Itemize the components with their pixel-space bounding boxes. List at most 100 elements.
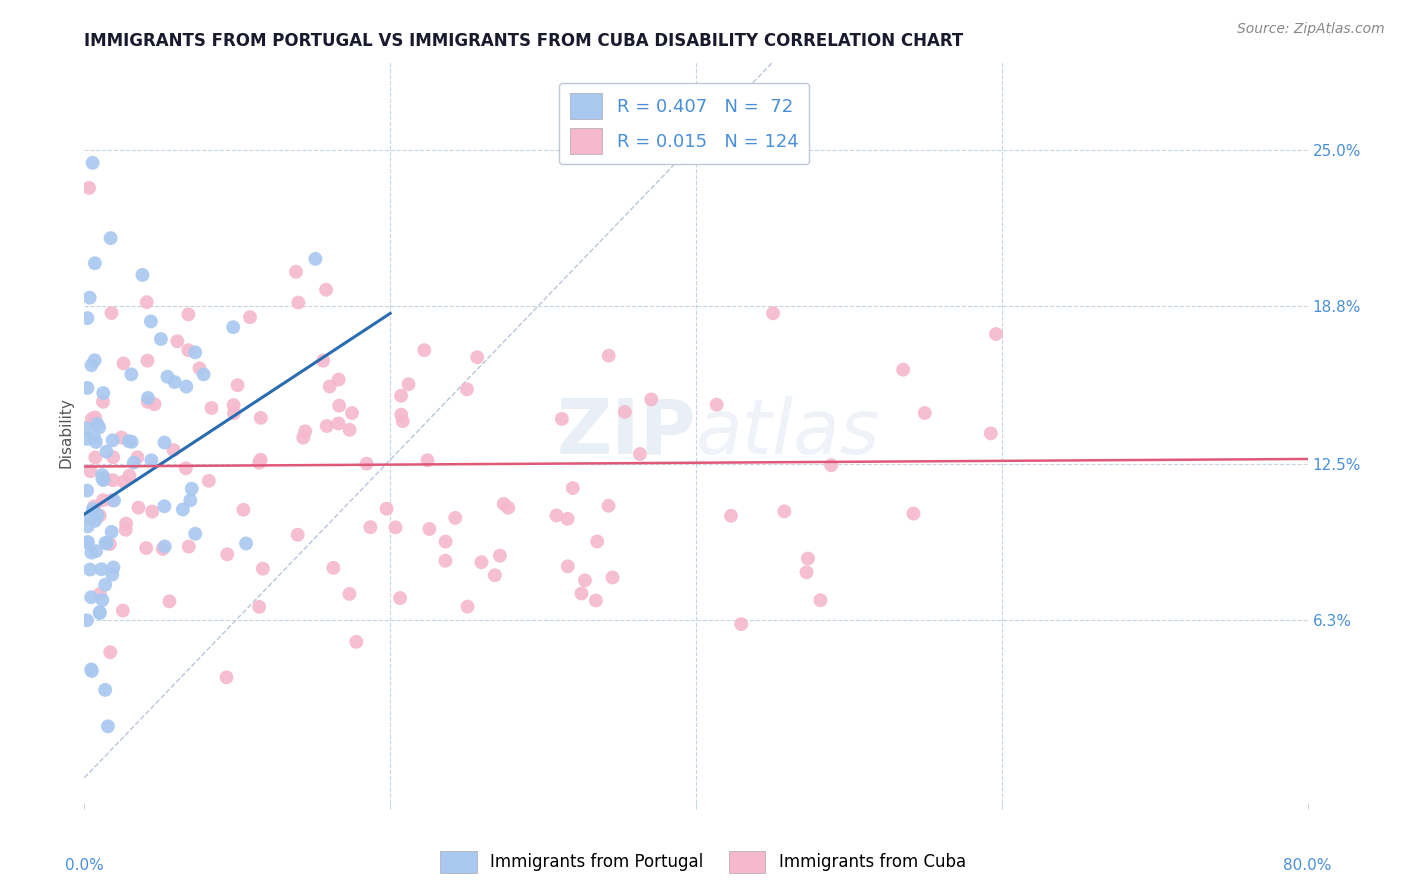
Point	[89, 605, 111, 619]
Point	[598, 499, 620, 513]
Point	[83, 430, 105, 444]
Point	[90, 562, 112, 576]
Point	[83, 256, 105, 270]
Point	[91, 394, 114, 409]
Point	[287, 527, 309, 541]
Point	[457, 599, 479, 614]
Point	[122, 456, 145, 470]
Point	[197, 474, 219, 488]
Point	[551, 412, 574, 426]
Point	[94, 578, 117, 592]
Point	[797, 551, 820, 566]
Point	[184, 345, 207, 359]
Point	[127, 500, 149, 515]
Point	[101, 567, 124, 582]
Point	[217, 547, 239, 561]
Point	[141, 453, 163, 467]
Point	[97, 719, 120, 733]
Point	[96, 536, 118, 550]
Point	[120, 368, 142, 382]
Y-axis label: Disability: Disability	[58, 397, 73, 468]
Point	[80, 412, 103, 426]
Point	[76, 483, 98, 498]
Point	[571, 586, 593, 600]
Text: 80.0%: 80.0%	[1284, 858, 1331, 873]
Point	[174, 461, 197, 475]
Point	[76, 613, 98, 627]
Point	[91, 386, 114, 401]
Point	[79, 562, 101, 576]
Point	[413, 343, 436, 358]
Point	[359, 520, 381, 534]
Point	[222, 398, 245, 412]
Point	[98, 645, 121, 659]
Point	[84, 450, 107, 465]
Point	[391, 414, 413, 428]
Point	[340, 406, 363, 420]
Point	[118, 468, 141, 483]
Point	[574, 574, 596, 588]
Point	[83, 353, 105, 368]
Point	[339, 423, 361, 437]
Point	[561, 481, 583, 495]
Text: atlas: atlas	[696, 396, 880, 469]
Point	[285, 265, 308, 279]
Point	[891, 362, 914, 376]
Point	[628, 447, 651, 461]
Point	[312, 353, 335, 368]
Point	[98, 537, 121, 551]
Point	[235, 536, 257, 550]
Point	[247, 599, 270, 614]
Point	[222, 320, 245, 334]
Point	[444, 511, 467, 525]
Point	[139, 314, 162, 328]
Point	[135, 541, 157, 555]
Point	[94, 682, 117, 697]
Point	[91, 593, 114, 607]
Point	[180, 482, 202, 496]
Point	[156, 369, 179, 384]
Point	[127, 450, 149, 465]
Point	[86, 417, 108, 431]
Point	[773, 504, 796, 518]
Point	[101, 434, 124, 448]
Point	[100, 231, 122, 245]
Point	[226, 378, 249, 392]
Point	[984, 327, 1007, 342]
Point	[384, 520, 406, 534]
Point	[304, 252, 326, 266]
Point	[434, 554, 457, 568]
Point	[77, 181, 100, 195]
Point	[389, 389, 412, 403]
Point	[149, 332, 172, 346]
Point	[730, 617, 752, 632]
Point	[456, 382, 478, 396]
Point	[222, 406, 245, 420]
Point	[496, 500, 519, 515]
Point	[416, 453, 439, 467]
Point	[249, 410, 271, 425]
Point	[75, 421, 97, 435]
Point	[136, 395, 159, 409]
Point	[177, 307, 200, 321]
Point	[176, 379, 198, 393]
Point	[76, 381, 98, 395]
Point	[77, 535, 100, 549]
Point	[76, 519, 98, 533]
Point	[328, 399, 350, 413]
Point	[89, 508, 111, 523]
Point	[339, 587, 361, 601]
Point	[434, 534, 457, 549]
Point	[585, 593, 607, 607]
Point	[91, 473, 114, 487]
Point	[586, 534, 609, 549]
Point	[193, 368, 215, 382]
Point	[796, 566, 818, 580]
Point	[215, 670, 238, 684]
Point	[136, 391, 159, 405]
Text: Source: ZipAtlas.com: Source: ZipAtlas.com	[1237, 22, 1385, 37]
Point	[91, 471, 114, 485]
Point	[135, 295, 157, 310]
Point	[152, 541, 174, 556]
Point	[157, 594, 180, 608]
